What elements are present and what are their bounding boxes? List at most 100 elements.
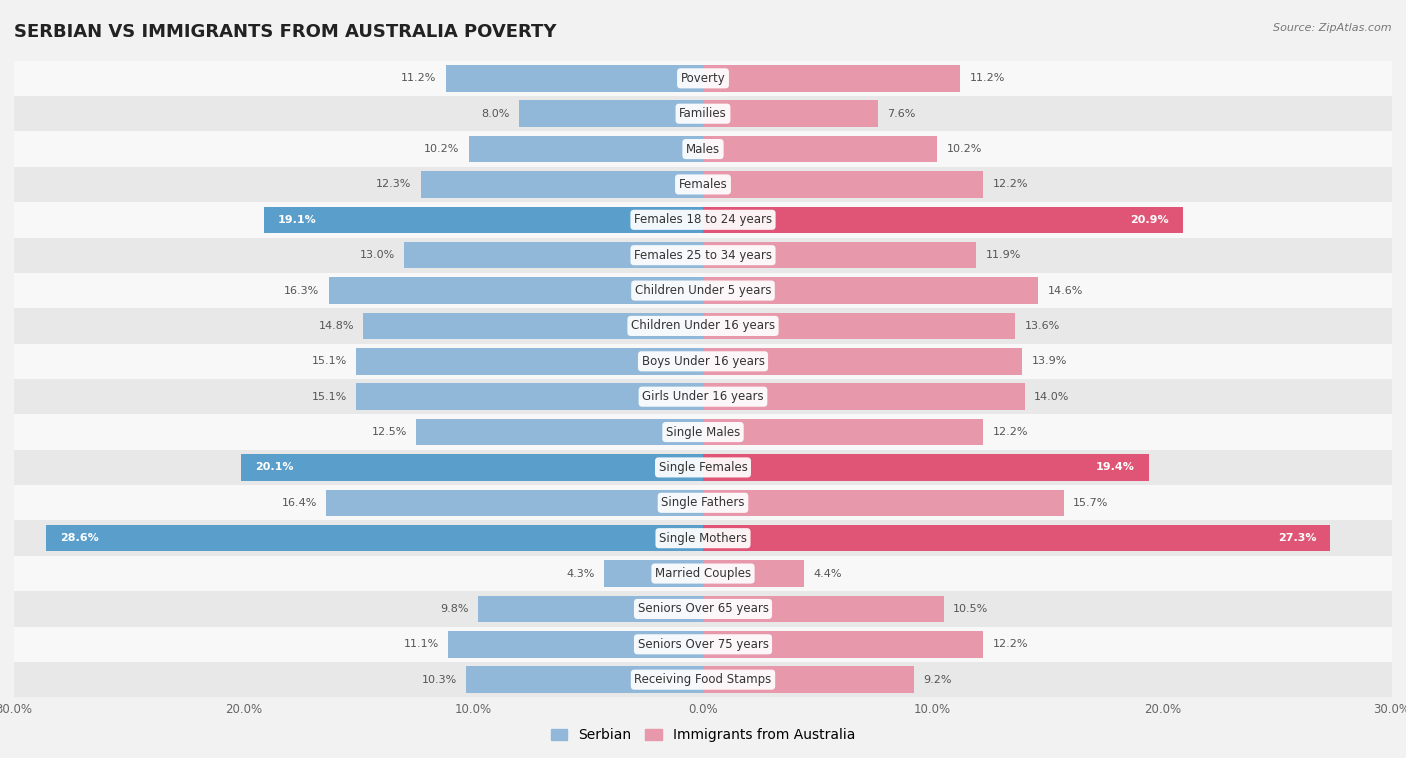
Text: Seniors Over 65 years: Seniors Over 65 years bbox=[637, 603, 769, 615]
Text: Married Couples: Married Couples bbox=[655, 567, 751, 580]
Bar bbox=[14, 167, 1392, 202]
Text: 15.1%: 15.1% bbox=[312, 392, 347, 402]
Text: 12.5%: 12.5% bbox=[371, 427, 406, 437]
Text: 13.9%: 13.9% bbox=[1032, 356, 1067, 366]
Text: 14.6%: 14.6% bbox=[1047, 286, 1083, 296]
Bar bbox=[14, 202, 1392, 237]
Text: 16.3%: 16.3% bbox=[284, 286, 319, 296]
Text: 4.4%: 4.4% bbox=[813, 568, 842, 578]
Bar bbox=[14, 485, 1392, 521]
Text: 10.3%: 10.3% bbox=[422, 675, 457, 684]
Text: 12.2%: 12.2% bbox=[993, 427, 1028, 437]
Text: 12.2%: 12.2% bbox=[993, 180, 1028, 190]
Bar bbox=[14, 61, 1392, 96]
Bar bbox=[703, 490, 1063, 516]
Text: 19.4%: 19.4% bbox=[1095, 462, 1135, 472]
Bar bbox=[14, 627, 1392, 662]
Text: Source: ZipAtlas.com: Source: ZipAtlas.com bbox=[1274, 23, 1392, 33]
Bar bbox=[14, 449, 1392, 485]
Bar bbox=[420, 171, 703, 198]
Text: 11.1%: 11.1% bbox=[404, 639, 439, 650]
Bar bbox=[449, 631, 703, 658]
Bar bbox=[329, 277, 703, 304]
Text: 10.5%: 10.5% bbox=[953, 604, 988, 614]
Text: 15.1%: 15.1% bbox=[312, 356, 347, 366]
Text: Children Under 5 years: Children Under 5 years bbox=[634, 284, 772, 297]
Text: 4.3%: 4.3% bbox=[567, 568, 595, 578]
Bar bbox=[14, 309, 1392, 343]
Text: Females: Females bbox=[679, 178, 727, 191]
Text: Receiving Food Stamps: Receiving Food Stamps bbox=[634, 673, 772, 686]
Bar bbox=[703, 631, 983, 658]
Bar bbox=[14, 343, 1392, 379]
Text: 13.6%: 13.6% bbox=[1025, 321, 1060, 331]
Text: 7.6%: 7.6% bbox=[887, 108, 915, 119]
Bar bbox=[703, 277, 1038, 304]
Text: 11.2%: 11.2% bbox=[969, 74, 1005, 83]
Text: 27.3%: 27.3% bbox=[1278, 533, 1316, 543]
Bar bbox=[519, 101, 703, 127]
Text: Males: Males bbox=[686, 143, 720, 155]
Bar bbox=[703, 418, 983, 446]
Bar bbox=[468, 136, 703, 162]
Bar bbox=[446, 65, 703, 92]
Bar bbox=[605, 560, 703, 587]
Text: Females 18 to 24 years: Females 18 to 24 years bbox=[634, 213, 772, 227]
Bar bbox=[14, 131, 1392, 167]
Text: 8.0%: 8.0% bbox=[482, 108, 510, 119]
Bar bbox=[478, 596, 703, 622]
Text: Single Females: Single Females bbox=[658, 461, 748, 474]
Text: 13.0%: 13.0% bbox=[360, 250, 395, 260]
Bar bbox=[467, 666, 703, 693]
Bar bbox=[703, 666, 914, 693]
Bar bbox=[703, 207, 1182, 233]
Bar bbox=[363, 312, 703, 340]
Bar bbox=[703, 101, 877, 127]
Bar bbox=[703, 384, 1025, 410]
Text: 11.9%: 11.9% bbox=[986, 250, 1021, 260]
Bar bbox=[14, 662, 1392, 697]
Bar bbox=[14, 379, 1392, 415]
Text: 9.2%: 9.2% bbox=[924, 675, 952, 684]
Text: 10.2%: 10.2% bbox=[946, 144, 981, 154]
Bar bbox=[14, 556, 1392, 591]
Text: Families: Families bbox=[679, 107, 727, 121]
Bar bbox=[242, 454, 703, 481]
Text: 19.1%: 19.1% bbox=[278, 215, 316, 225]
Text: Boys Under 16 years: Boys Under 16 years bbox=[641, 355, 765, 368]
Bar bbox=[703, 65, 960, 92]
Text: Children Under 16 years: Children Under 16 years bbox=[631, 319, 775, 333]
Text: 12.3%: 12.3% bbox=[375, 180, 412, 190]
Bar bbox=[703, 242, 976, 268]
Text: 10.2%: 10.2% bbox=[425, 144, 460, 154]
Bar bbox=[416, 418, 703, 446]
Text: 20.1%: 20.1% bbox=[256, 462, 294, 472]
Text: Females 25 to 34 years: Females 25 to 34 years bbox=[634, 249, 772, 262]
Bar bbox=[703, 454, 1149, 481]
Bar bbox=[405, 242, 703, 268]
Bar bbox=[326, 490, 703, 516]
Bar bbox=[703, 525, 1330, 552]
Text: SERBIAN VS IMMIGRANTS FROM AUSTRALIA POVERTY: SERBIAN VS IMMIGRANTS FROM AUSTRALIA POV… bbox=[14, 23, 557, 41]
Bar bbox=[14, 415, 1392, 449]
Bar bbox=[46, 525, 703, 552]
Bar bbox=[356, 348, 703, 374]
Legend: Serbian, Immigrants from Australia: Serbian, Immigrants from Australia bbox=[546, 722, 860, 747]
Text: 12.2%: 12.2% bbox=[993, 639, 1028, 650]
Text: Seniors Over 75 years: Seniors Over 75 years bbox=[637, 637, 769, 651]
Text: Single Fathers: Single Fathers bbox=[661, 496, 745, 509]
Text: Single Mothers: Single Mothers bbox=[659, 531, 747, 545]
Text: 9.8%: 9.8% bbox=[440, 604, 468, 614]
Text: 28.6%: 28.6% bbox=[60, 533, 98, 543]
Bar bbox=[14, 237, 1392, 273]
Text: 15.7%: 15.7% bbox=[1073, 498, 1108, 508]
Bar bbox=[14, 273, 1392, 309]
Bar bbox=[14, 591, 1392, 627]
Bar bbox=[14, 521, 1392, 556]
Bar bbox=[356, 384, 703, 410]
Text: 16.4%: 16.4% bbox=[281, 498, 318, 508]
Bar bbox=[703, 171, 983, 198]
Text: Single Males: Single Males bbox=[666, 425, 740, 439]
Bar bbox=[264, 207, 703, 233]
Bar bbox=[703, 560, 804, 587]
